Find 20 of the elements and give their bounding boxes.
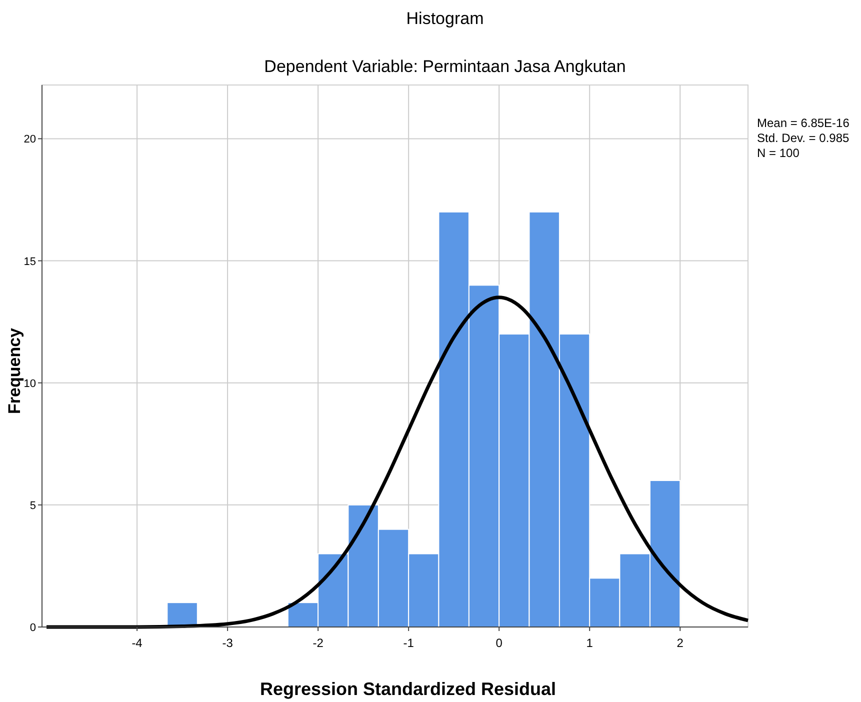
y-axis-title: Frequency [5, 327, 24, 414]
text: N = 100 [757, 146, 800, 160]
x-tick-label: -3 [222, 636, 234, 650]
x-tick-label: -1 [403, 636, 414, 650]
text: Std. Dev. = 0.985 [757, 131, 850, 145]
y-tick-label: 0 [30, 622, 36, 634]
y-tick-label: 5 [30, 500, 36, 512]
x-tick-label: 2 [676, 636, 684, 650]
text: Mean = 6.85E-16 [757, 116, 850, 130]
x-tick-label: 1 [586, 636, 594, 650]
x-tick-label: -2 [312, 636, 324, 650]
x-axis-title: Regression Standardized Residual [260, 679, 556, 699]
y-tick-label: 15 [24, 256, 36, 268]
x-tick-label: -4 [132, 636, 143, 650]
x-tick-label: 0 [496, 636, 503, 650]
y-tick-label: 10 [24, 378, 36, 390]
chart-title: Histogram [406, 9, 484, 28]
chart-subtitle: Dependent Variable: Permintaan Jasa Angkutan [264, 57, 626, 76]
line-series [44, 296, 750, 629]
y-tick-label: 20 [24, 134, 36, 146]
